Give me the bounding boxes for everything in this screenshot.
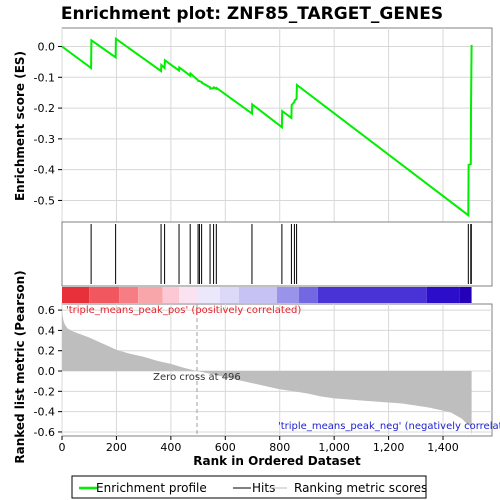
heat-bar-segment bbox=[179, 287, 197, 303]
metric-y-axis-label: Ranked list metric (Pearson) bbox=[13, 270, 27, 463]
legend-hits-label: Hits bbox=[252, 481, 275, 495]
es-y-tick-label: -0.4 bbox=[34, 164, 55, 177]
heat-bar-segment bbox=[426, 287, 460, 303]
es-y-tick-label: -0.5 bbox=[34, 194, 55, 207]
metric-x-tick-label: 600 bbox=[215, 441, 236, 454]
metric-panel-frame bbox=[61, 303, 493, 437]
metric-x-axis: 0 200 400 600 800 1,000 1,200 1,400 bbox=[59, 436, 459, 454]
enrichment-profile-line bbox=[61, 36, 473, 218]
metric-x-tick-label: 800 bbox=[269, 441, 290, 454]
es-y-axis: 0.0 -0.1 -0.2 -0.3 -0.4 -0.5 bbox=[34, 40, 62, 207]
es-y-tick-label: 0.0 bbox=[38, 40, 56, 53]
metric-x-tick-label: 400 bbox=[160, 441, 181, 454]
ranked-heat-bar bbox=[62, 287, 472, 303]
heat-bar-segment bbox=[62, 287, 90, 303]
zero-cross-label: Zero cross at 496 bbox=[153, 372, 241, 383]
positive-correlation-label: 'triple_means_peak_pos' (positively corr… bbox=[66, 305, 301, 316]
metric-x-tick-label: 1,200 bbox=[373, 441, 405, 454]
legend-enrichment-label: Enrichment profile bbox=[96, 481, 207, 495]
hits-panel-frame bbox=[61, 221, 493, 287]
es-y-tick-label: -0.1 bbox=[34, 71, 55, 84]
es-y-axis-label: Enrichment score (ES) bbox=[13, 51, 27, 201]
heat-bar-segment bbox=[459, 287, 472, 303]
heat-bar-segment bbox=[317, 287, 427, 303]
heat-bar-segment bbox=[277, 287, 299, 303]
legend: Enrichment profile Hits Ranking metric s… bbox=[71, 475, 427, 499]
heat-bar-segment bbox=[162, 287, 180, 303]
es-panel-frame bbox=[61, 27, 493, 223]
metric-x-tick-label: 1,000 bbox=[318, 441, 350, 454]
legend-metric-label: Ranking metric scores bbox=[294, 481, 427, 495]
metric-y-tick-label: 0.2 bbox=[38, 345, 56, 358]
es-y-tick-label: -0.2 bbox=[34, 102, 55, 115]
negative-correlation-label: 'triple_means_peak_neg' (negatively corr… bbox=[278, 421, 500, 432]
metric-y-tick-label: 0.4 bbox=[38, 324, 56, 337]
ranking-metric-area bbox=[62, 310, 472, 435]
metric-y-tick-label: -0.2 bbox=[34, 385, 55, 398]
metric-x-tick-label: 200 bbox=[106, 441, 127, 454]
metric-y-axis: 0.6 0.4 0.2 0.0 -0.2 -0.4 -0.6 bbox=[34, 304, 62, 439]
metric-grid bbox=[61, 304, 492, 436]
legend-frame bbox=[71, 475, 427, 499]
es-y-tick-label: -0.3 bbox=[34, 133, 55, 146]
metric-y-tick-label: -0.4 bbox=[34, 406, 55, 419]
metric-y-tick-label: 0.6 bbox=[38, 304, 56, 317]
heat-bar-segment bbox=[119, 287, 139, 303]
heat-bar-segment bbox=[298, 287, 318, 303]
metric-y-tick-label: -0.6 bbox=[34, 426, 55, 439]
heat-bar-segment bbox=[196, 287, 220, 303]
es-grid bbox=[61, 28, 492, 222]
metric-y-tick-label: 0.0 bbox=[38, 365, 56, 378]
metric-x-tick-label: 0 bbox=[59, 441, 66, 454]
chart-title: Enrichment plot: ZNF85_TARGET_GENES bbox=[61, 4, 443, 24]
heat-bar-segment bbox=[89, 287, 120, 303]
heat-bar-segment bbox=[238, 287, 277, 303]
hits-panel bbox=[90, 224, 472, 284]
heat-bar-segment bbox=[219, 287, 239, 303]
x-axis-label: Rank in Ordered Dataset bbox=[193, 454, 361, 468]
heat-bar-segment bbox=[138, 287, 163, 303]
metric-x-tick-label: 1,400 bbox=[427, 441, 459, 454]
